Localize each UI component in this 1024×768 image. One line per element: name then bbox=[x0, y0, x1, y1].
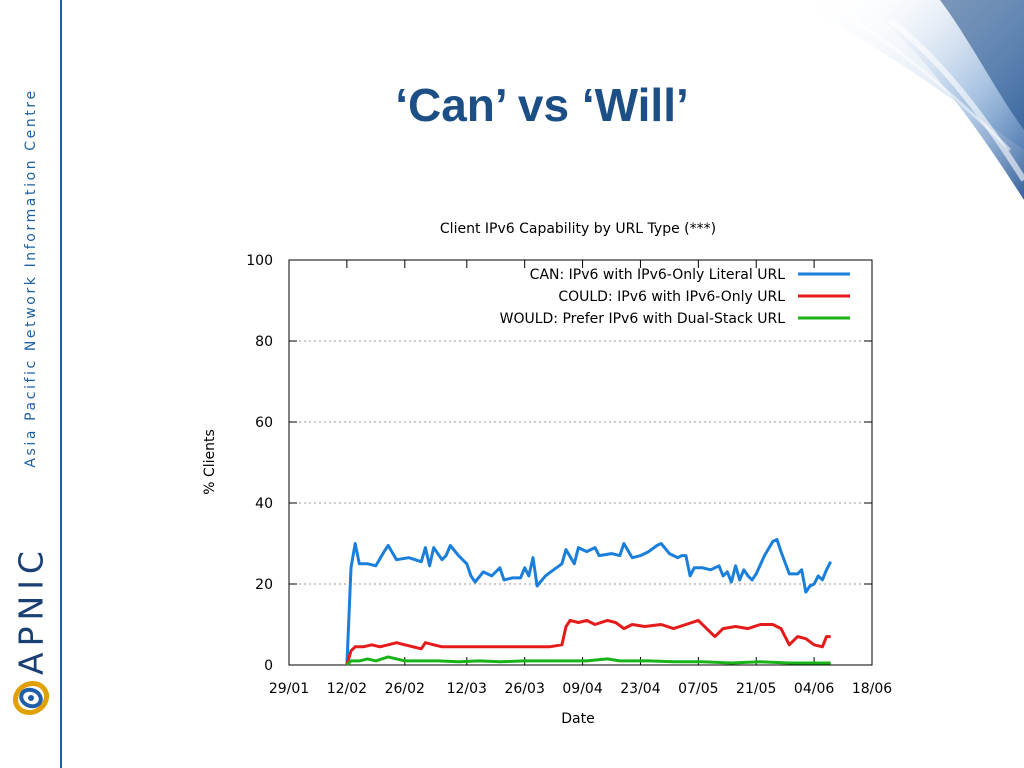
legend-label: CAN: IPv6 with IPv6-Only Literal URL bbox=[530, 267, 786, 283]
y-tick-label: 60 bbox=[255, 415, 273, 431]
x-tick-label: 23/04 bbox=[620, 681, 660, 697]
series-line-3 bbox=[345, 655, 831, 667]
y-tick-label: 100 bbox=[246, 253, 273, 269]
chart-ticks: 0 20 40 60 80 100 29/01 12/02 26/02 12/03 26/03 09/… bbox=[246, 253, 892, 697]
chart-legend: CAN: IPv6 with IPv6-Only Literal URL COUL… bbox=[500, 267, 850, 327]
series-line-2 bbox=[345, 618, 831, 666]
y-tick-label: 20 bbox=[255, 577, 273, 593]
series-line-1 bbox=[345, 537, 833, 666]
apnic-logo-icon bbox=[12, 680, 50, 716]
x-tick-label: 12/02 bbox=[327, 681, 367, 697]
x-tick-label: 26/03 bbox=[505, 681, 545, 697]
x-axis-label: Date bbox=[561, 711, 594, 727]
chart-title: Client IPv6 Capability by URL Type (***) bbox=[440, 221, 716, 237]
plot-frame bbox=[288, 259, 873, 666]
x-tick-label: 26/02 bbox=[385, 681, 425, 697]
sidebar: Asia Pacific Network Information Centre … bbox=[0, 0, 62, 768]
x-tick-label: 12/03 bbox=[447, 681, 487, 697]
chart-gridlines bbox=[289, 340, 872, 585]
y-tick-label: 80 bbox=[255, 334, 273, 350]
line-chart: 0 20 40 60 80 100 29/01 12/02 26/02 12/03 26/03 09/… bbox=[202, 221, 892, 727]
sidebar-org-name: Asia Pacific Network Information Centre bbox=[23, 88, 39, 468]
x-tick-label: 07/05 bbox=[678, 681, 718, 697]
y-axis-label: % Clients bbox=[202, 429, 218, 495]
x-tick-label: 04/06 bbox=[794, 681, 834, 697]
x-tick-label: 21/05 bbox=[736, 681, 776, 697]
chart-series bbox=[345, 537, 833, 667]
apnic-logo-text: APNIC bbox=[11, 545, 51, 675]
legend-label: COULD: IPv6 with IPv6-Only URL bbox=[558, 289, 785, 305]
corner-swoosh-decoration bbox=[790, 0, 1024, 200]
x-tick-label: 18/06 bbox=[852, 681, 892, 697]
x-tick-label: 29/01 bbox=[269, 681, 309, 697]
y-tick-label: 0 bbox=[264, 658, 273, 674]
y-tick-label: 40 bbox=[255, 496, 273, 512]
x-tick-label: 09/04 bbox=[562, 681, 602, 697]
slide-title: ‘Can’ vs ‘Will’ bbox=[395, 79, 689, 131]
legend-label: WOULD: Prefer IPv6 with Dual-Stack URL bbox=[500, 311, 786, 327]
